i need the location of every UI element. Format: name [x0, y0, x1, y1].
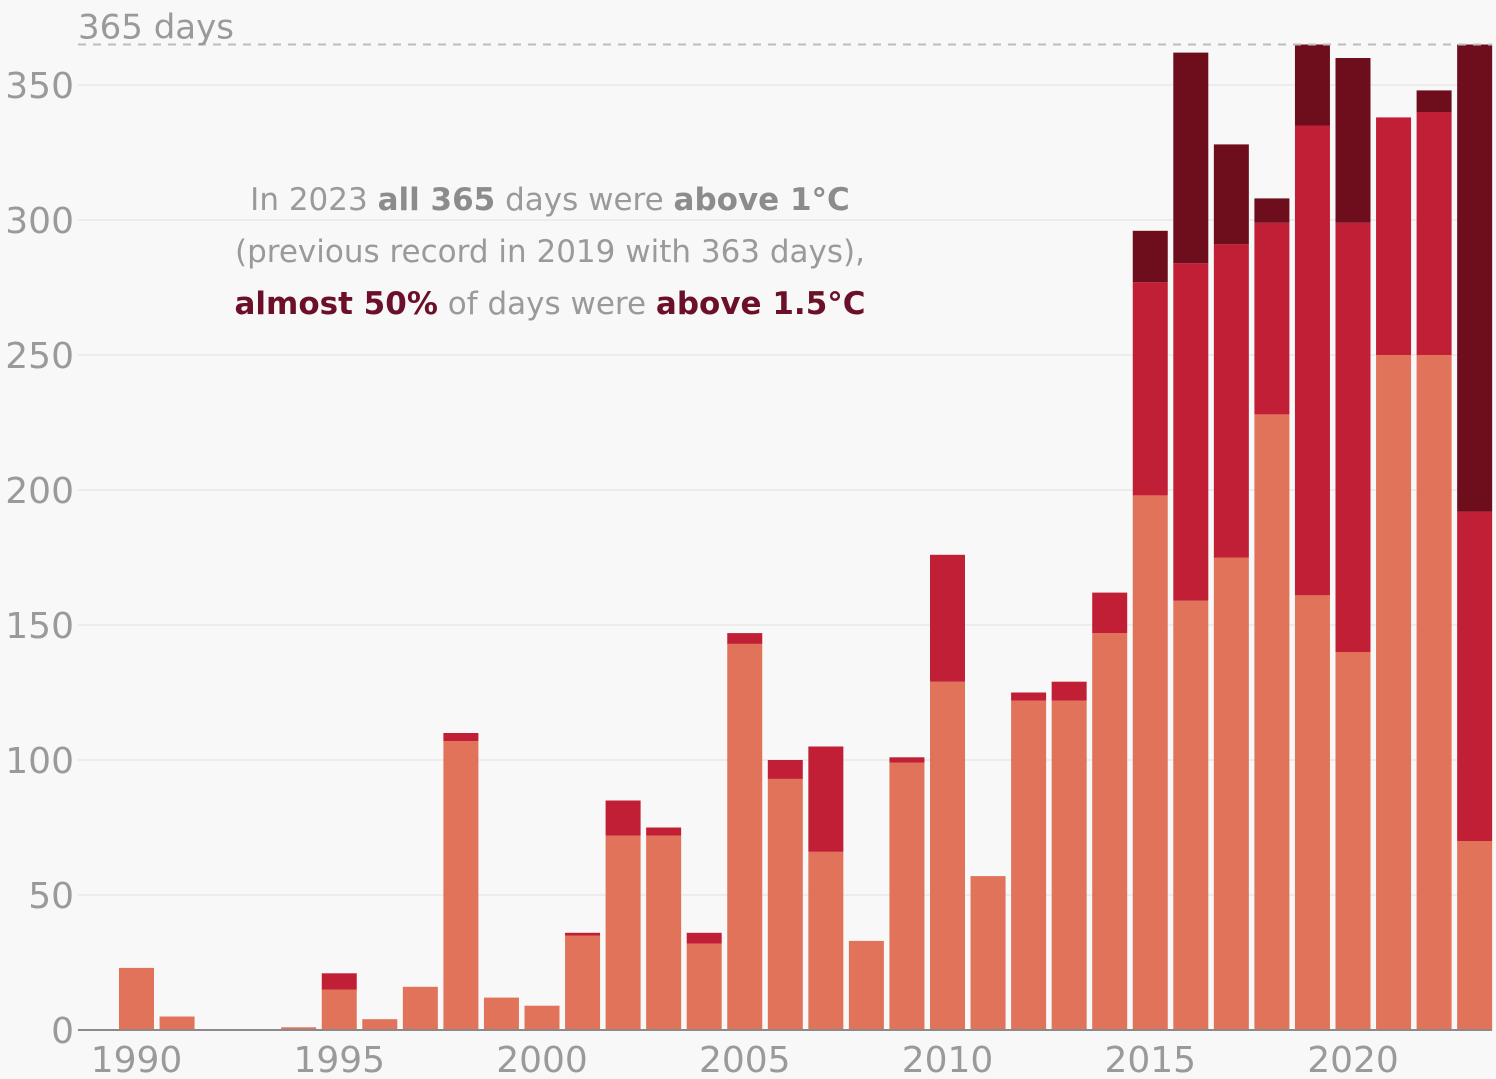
bar-segment: [1132, 495, 1168, 1030]
bar-segment: [1416, 90, 1452, 112]
bar-segment: [159, 1016, 195, 1030]
bar-segment: [605, 800, 641, 836]
annot-text: days were: [495, 182, 674, 218]
gridlines: [78, 84, 1492, 896]
x-tick-label: 1990: [91, 1040, 183, 1079]
annot-text: In 2023: [250, 182, 378, 218]
bar-segment: [848, 940, 884, 1030]
y-tick-label: 250: [5, 336, 74, 377]
bar-segment: [930, 554, 965, 682]
bars: [119, 44, 1493, 1030]
bar-segment: [930, 681, 965, 1030]
bar-segment: [1335, 652, 1371, 1030]
bar-segment: [1092, 592, 1128, 634]
bar-segment: [483, 997, 519, 1030]
x-axis: 1990 1995 2000 2005 2010 2015 2020: [78, 1029, 1492, 1079]
reference-line-group: 365 days: [78, 8, 1492, 48]
annotation-line-3: almost 50% of days were above 1.5°C: [190, 278, 910, 330]
annot-bold: all 365: [377, 182, 496, 218]
bar-segment: [321, 989, 357, 1030]
x-tick-label: 1995: [293, 1040, 385, 1079]
bar-segment: [808, 851, 844, 1030]
bar-segment: [281, 1027, 317, 1030]
bar-segment: [767, 778, 803, 1030]
bar-segment: [1051, 700, 1087, 1030]
y-axis-ticks: 0 50 100 150 200 250 300 350: [5, 66, 74, 1052]
bar-segment: [1132, 282, 1168, 496]
bar-segment: [889, 762, 925, 1030]
annotation-line-1: In 2023 all 365 days were above 1°C: [190, 174, 910, 226]
bar-segment: [1173, 263, 1209, 601]
bar-segment: [646, 835, 682, 1030]
bar-segment: [1335, 58, 1371, 223]
bar-segment: [1132, 230, 1168, 283]
bar-segment: [1092, 633, 1128, 1030]
bar-segment: [1335, 222, 1371, 652]
bar-segment: [1213, 144, 1249, 245]
bar-segment: [1416, 112, 1452, 355]
annot-bold: above 1°C: [673, 182, 850, 218]
bar-segment: [1254, 414, 1290, 1030]
bar-segment: [1254, 198, 1290, 223]
annot-bold: above 1.5°C: [655, 286, 866, 322]
bar-segment: [1254, 222, 1290, 415]
bar-segment: [686, 932, 722, 944]
bar-segment: [1294, 125, 1330, 596]
bar-segment: [321, 973, 357, 990]
bar-segment: [1051, 681, 1087, 701]
bar-segment: [970, 876, 1006, 1030]
bar-segment: [1173, 600, 1209, 1030]
bar-segment: [1457, 841, 1493, 1030]
y-tick-label: 350: [5, 66, 74, 107]
y-tick-label: 300: [5, 201, 74, 242]
bar-segment: [605, 835, 641, 1030]
bar-segment: [767, 760, 803, 779]
bar-segment: [119, 967, 154, 1030]
bar-segment: [565, 935, 601, 1030]
bar-segment: [1011, 692, 1047, 701]
bar-segment: [1213, 244, 1249, 558]
annotation-line-2: (previous record in 2019 with 363 days),: [235, 234, 865, 270]
y-tick-label: 0: [51, 1011, 74, 1052]
reference-line-label: 365 days: [78, 8, 234, 48]
bar-segment: [1416, 355, 1452, 1030]
bar-segment: [1213, 557, 1249, 1030]
bar-segment: [402, 986, 438, 1030]
bar-segment: [362, 1019, 398, 1030]
x-tick-label: 2010: [902, 1040, 994, 1079]
bar-segment: [1376, 117, 1412, 356]
annotation: In 2023 all 365 days were above 1°C (pre…: [190, 174, 910, 330]
x-tick-label: 2015: [1104, 1040, 1196, 1079]
bar-segment: [727, 633, 763, 644]
bar-segment: [443, 741, 479, 1030]
bar-segment: [1011, 700, 1047, 1030]
bar-segment: [1294, 595, 1330, 1030]
y-tick-label: 150: [5, 606, 74, 647]
bar-segment: [1376, 355, 1412, 1030]
y-tick-label: 50: [28, 876, 74, 917]
y-tick-label: 100: [5, 741, 74, 782]
bar-segment: [1457, 44, 1493, 512]
bar-segment: [727, 643, 763, 1030]
x-tick-label: 2020: [1307, 1040, 1399, 1079]
bar-segment: [524, 1005, 560, 1030]
bar-segment: [646, 827, 682, 836]
x-tick-label: 2005: [699, 1040, 791, 1079]
annot-bold: almost 50%: [234, 286, 438, 322]
bar-segment: [443, 733, 479, 742]
bar-segment: [1294, 44, 1330, 126]
bar-segment: [808, 746, 844, 852]
bar-segment: [686, 943, 722, 1030]
x-tick-label: 2000: [496, 1040, 588, 1079]
bar-segment: [889, 757, 925, 763]
y-tick-label: 200: [5, 471, 74, 512]
bar-segment: [1457, 511, 1493, 841]
annot-text: of days were: [437, 286, 656, 322]
bar-segment: [565, 932, 601, 936]
bar-segment: [1173, 52, 1209, 264]
